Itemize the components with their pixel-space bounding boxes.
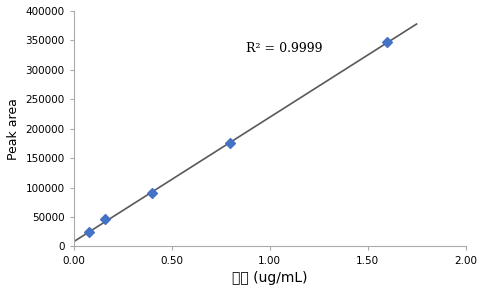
Y-axis label: Peak area: Peak area: [7, 98, 20, 160]
X-axis label: 농도 (ug/mL): 농도 (ug/mL): [232, 271, 307, 285]
Point: [86, 230, 93, 235]
Text: R² = 0.9999: R² = 0.9999: [246, 42, 323, 55]
Point: [383, 40, 391, 44]
Point: [148, 191, 156, 196]
Point: [101, 217, 109, 222]
Point: [227, 140, 234, 145]
